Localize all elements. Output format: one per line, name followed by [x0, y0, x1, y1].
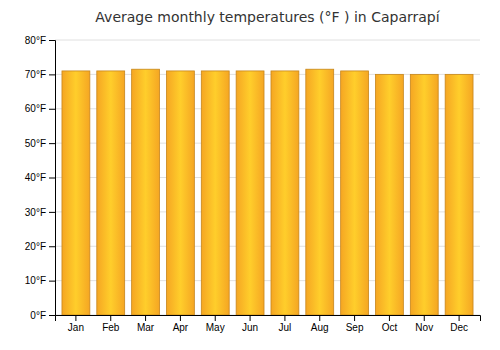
x-tick-label: Jun — [242, 322, 258, 333]
chart-container: 0°F 10°F 20°F 30°F 40°F 50°F 60°F 70°F 80°F Jan Fe… — [0, 0, 500, 350]
y-tick-mark — [49, 178, 55, 179]
grid-line — [55, 40, 480, 41]
x-tick: Oct — [382, 315, 398, 333]
y-tick-mark — [49, 74, 55, 75]
bar — [132, 69, 160, 315]
y-tick-mark — [49, 315, 55, 316]
chart-svg: 0°F 10°F 20°F 30°F 40°F 50°F 60°F 70°F 80°F Jan Fe… — [0, 0, 500, 350]
y-tick-label: 80°F — [25, 35, 46, 46]
y-tick-mark — [49, 143, 55, 144]
y-tick: 10°F — [25, 275, 55, 286]
bar — [445, 74, 473, 315]
bar — [201, 71, 229, 315]
x-tick-label: Mar — [137, 322, 155, 333]
y-tick-label: 30°F — [25, 207, 46, 218]
x-tick-label: Oct — [382, 322, 398, 333]
x-tick-mark — [319, 315, 320, 321]
y-tick: 60°F — [25, 103, 55, 114]
y-tick-label: 70°F — [25, 69, 46, 80]
y-tick-label: 60°F — [25, 103, 46, 114]
x-tick-label: Sep — [346, 322, 364, 333]
y-tick: 50°F — [25, 138, 55, 149]
x-tick: Jan — [68, 315, 84, 333]
x-tick-label: Nov — [415, 322, 433, 333]
x-tick-mark — [215, 315, 216, 321]
x-tick-mark — [389, 315, 390, 321]
x-tick: Dec — [450, 315, 468, 333]
x-tick: Mar — [137, 315, 155, 333]
bar — [410, 74, 438, 315]
x-tick-label: Aug — [311, 322, 329, 333]
grid — [55, 40, 480, 315]
x-tick: Aug — [311, 315, 329, 333]
x-tick-mark — [110, 315, 111, 321]
y-tick-label: 40°F — [25, 172, 46, 183]
y-tick-label: 0°F — [30, 310, 46, 321]
y-axis: 0°F 10°F 20°F 30°F 40°F 50°F 60°F 70°F 80°F — [25, 35, 56, 321]
bar — [271, 71, 299, 315]
y-tick-label: 50°F — [25, 138, 46, 149]
y-axis-line — [49, 41, 56, 316]
bar — [236, 71, 264, 315]
x-tick: Jul — [279, 315, 292, 333]
y-tick-mark — [49, 40, 55, 41]
x-tick-mark — [424, 315, 425, 321]
x-tick-label: Dec — [450, 322, 468, 333]
x-tick-mark — [250, 315, 251, 321]
x-tick-label: Jan — [68, 322, 84, 333]
x-tick-mark — [354, 315, 355, 321]
y-tick: 20°F — [25, 241, 55, 252]
x-tick: Apr — [173, 315, 189, 333]
x-tick: Jun — [242, 315, 258, 333]
y-tick-mark — [49, 246, 55, 247]
bar — [341, 71, 369, 315]
x-tick-mark — [75, 315, 76, 321]
x-tick: Feb — [102, 315, 120, 333]
x-tick-mark — [284, 315, 285, 321]
title: Average monthly temperatures (°F ) in Ca… — [95, 9, 440, 25]
y-tick-label: 20°F — [25, 241, 46, 252]
bar — [97, 71, 125, 315]
x-tick-mark — [145, 315, 146, 321]
x-tick-label: Apr — [173, 322, 189, 333]
x-tick-label: Feb — [102, 322, 120, 333]
x-tick-label: Jul — [279, 322, 292, 333]
bar — [62, 71, 90, 315]
y-tick-label: 10°F — [25, 275, 46, 286]
bars — [62, 69, 473, 315]
y-tick: 80°F — [25, 35, 55, 46]
bar — [306, 69, 334, 315]
x-tick-mark — [459, 315, 460, 321]
y-tick: 40°F — [25, 172, 55, 183]
x-axis: Jan Feb Mar Apr May Jun Jul Aug Sep Oct Nov Dec — [56, 315, 481, 333]
x-tick-mark — [180, 315, 181, 321]
y-tick-mark — [49, 212, 55, 213]
y-tick: 70°F — [25, 69, 55, 80]
y-tick: 30°F — [25, 207, 55, 218]
x-tick: Sep — [346, 315, 364, 333]
bar — [166, 71, 194, 315]
x-tick: Nov — [415, 315, 433, 333]
bar — [375, 74, 403, 315]
y-tick: 0°F — [30, 310, 55, 321]
y-tick-mark — [49, 281, 55, 282]
x-tick-label: May — [206, 322, 225, 333]
x-axis-line — [56, 316, 481, 322]
y-tick-mark — [49, 109, 55, 110]
plot: 0°F 10°F 20°F 30°F 40°F 50°F 60°F 70°F 80°F Jan Fe… — [25, 35, 481, 333]
x-tick: May — [206, 315, 225, 333]
